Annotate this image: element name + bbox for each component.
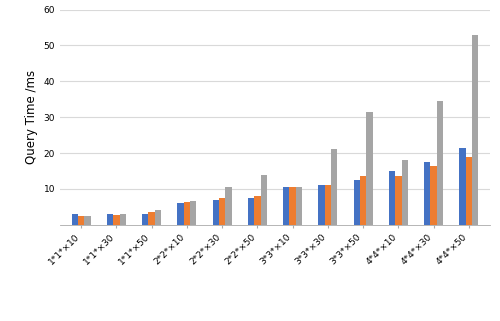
Bar [178,203,184,225]
Bar [424,162,430,225]
Bar [120,214,126,225]
Bar [219,198,226,225]
Bar [72,214,78,225]
Bar [260,175,267,225]
Bar [184,203,190,225]
Bar [389,171,395,225]
Bar [107,214,113,225]
Bar [318,185,324,225]
Bar [366,112,372,225]
Bar [142,214,148,225]
Bar [190,201,196,225]
Y-axis label: Query Time /ms: Query Time /ms [25,70,38,164]
Bar [155,210,161,225]
Bar [254,196,260,225]
Legend: lat_lon_height+time, lat+lon+height+time, lat_lon_height_time: lat_lon_height+time, lat+lon+height+time… [87,320,463,321]
Bar [212,200,219,225]
Bar [472,35,478,225]
Bar [430,166,437,225]
Bar [360,176,366,225]
Bar [226,187,232,225]
Bar [148,212,155,225]
Bar [331,150,338,225]
Bar [460,148,466,225]
Bar [113,215,119,225]
Bar [437,101,443,225]
Bar [248,198,254,225]
Bar [296,187,302,225]
Bar [290,187,296,225]
Bar [395,176,402,225]
Bar [78,216,84,225]
Bar [402,160,408,225]
Bar [324,185,331,225]
Bar [466,157,472,225]
Bar [354,180,360,225]
Bar [84,216,90,225]
Bar [283,187,290,225]
